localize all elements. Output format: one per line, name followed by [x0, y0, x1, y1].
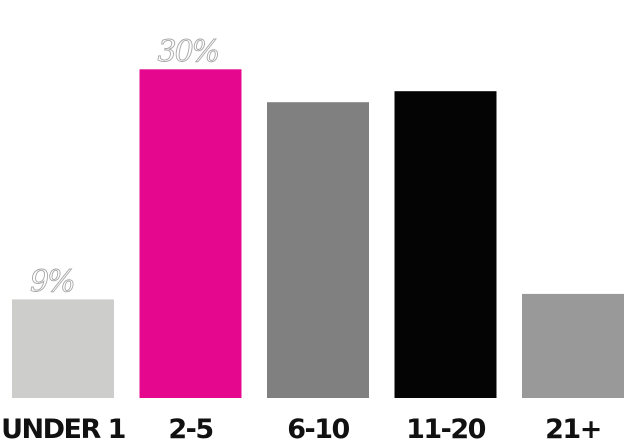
category-label: 21+ [545, 414, 601, 443]
bar-6-10 [267, 102, 369, 398]
category-label: UNDER 1 [1, 414, 125, 443]
bar-21- [522, 293, 624, 398]
data-label: 9% [30, 264, 74, 299]
category-label: 6-10 [287, 414, 349, 443]
bar-2-5 [139, 69, 242, 399]
data-labels-layer: 9% 30% [30, 34, 222, 300]
data-label: 30% [158, 34, 219, 69]
category-label: 2-5 [168, 414, 212, 443]
category-label: 11-20 [406, 414, 486, 443]
bar-under-1 [12, 299, 114, 398]
bar-11-20 [394, 91, 497, 398]
bars-layer [12, 69, 624, 399]
category-labels-layer: UNDER 1 2-5 6-10 11-20 21+ [1, 414, 602, 443]
